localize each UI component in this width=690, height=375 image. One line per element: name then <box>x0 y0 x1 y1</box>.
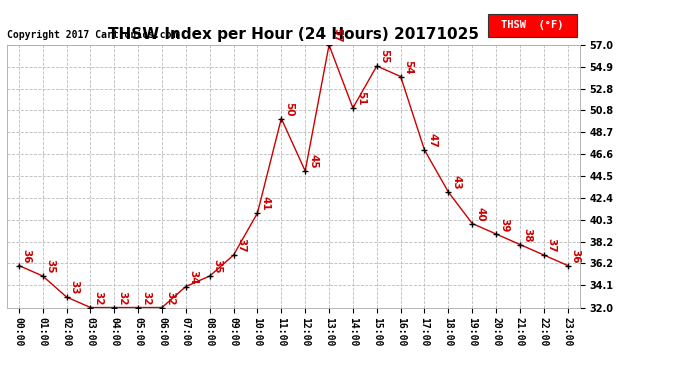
Text: 43: 43 <box>451 175 461 190</box>
Text: 51: 51 <box>356 92 366 106</box>
Text: 34: 34 <box>189 270 199 284</box>
Text: 40: 40 <box>475 207 485 221</box>
Text: THSW  (°F): THSW (°F) <box>501 20 564 30</box>
Text: 47: 47 <box>427 133 437 148</box>
Text: 45: 45 <box>308 154 318 169</box>
Text: Copyright 2017 Cartronics.com: Copyright 2017 Cartronics.com <box>7 30 177 40</box>
Text: 57: 57 <box>332 28 342 43</box>
Text: 32: 32 <box>141 291 151 305</box>
Text: 36: 36 <box>571 249 580 263</box>
Text: 37: 37 <box>237 238 246 253</box>
Text: 33: 33 <box>70 280 79 295</box>
Text: 50: 50 <box>284 102 294 116</box>
Text: 32: 32 <box>117 291 127 305</box>
Text: 38: 38 <box>523 228 533 242</box>
Text: 35: 35 <box>213 260 223 274</box>
FancyBboxPatch shape <box>488 13 577 37</box>
Text: 32: 32 <box>165 291 175 305</box>
Text: 37: 37 <box>546 238 557 253</box>
Text: 36: 36 <box>21 249 32 263</box>
Text: 55: 55 <box>380 50 390 64</box>
Text: 32: 32 <box>93 291 104 305</box>
Text: 35: 35 <box>46 260 56 274</box>
Text: 41: 41 <box>260 196 270 211</box>
Text: 39: 39 <box>499 217 509 232</box>
Title: THSW Index per Hour (24 Hours) 20171025: THSW Index per Hour (24 Hours) 20171025 <box>108 27 479 42</box>
Text: 54: 54 <box>404 60 413 74</box>
